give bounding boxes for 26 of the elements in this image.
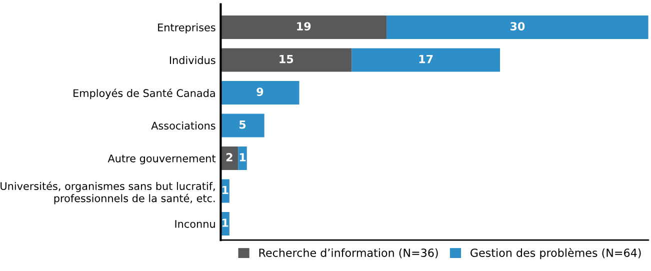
bar <box>220 114 264 138</box>
data-label: 5 <box>240 120 246 129</box>
data-label: 15 <box>280 54 294 64</box>
data-label: 1 <box>222 186 228 194</box>
legend-label: Gestion des problèmes (N=64) <box>470 248 641 260</box>
bar <box>238 146 247 170</box>
bar <box>220 15 387 40</box>
y-tick-label: Entreprises <box>158 23 216 34</box>
y-tick-label: Autre gouvernement <box>108 154 216 164</box>
data-label: 1 <box>240 153 246 162</box>
bar <box>352 48 500 72</box>
data-label: 9 <box>256 88 264 96</box>
y-tick-label: Employés de Santé Canada <box>74 88 215 100</box>
data-label: 30 <box>510 22 525 30</box>
y-tick-label: Individus <box>170 56 216 64</box>
bar <box>386 15 648 40</box>
bar <box>220 80 300 105</box>
data-label: 19 <box>297 22 311 30</box>
y-tick-label: Associations <box>151 122 216 130</box>
legend-label: Recherche d’information (N=36) <box>259 248 438 258</box>
data-label: 17 <box>419 54 433 64</box>
bar <box>220 48 352 72</box>
y-tick-label: Universités, organismes sans but lucratif, professionnels de la santé, etc. <box>0 182 215 204</box>
y-tick-label: Inconnu <box>175 220 215 228</box>
data-label: 2 <box>226 153 232 162</box>
data-label: 1 <box>222 218 228 227</box>
